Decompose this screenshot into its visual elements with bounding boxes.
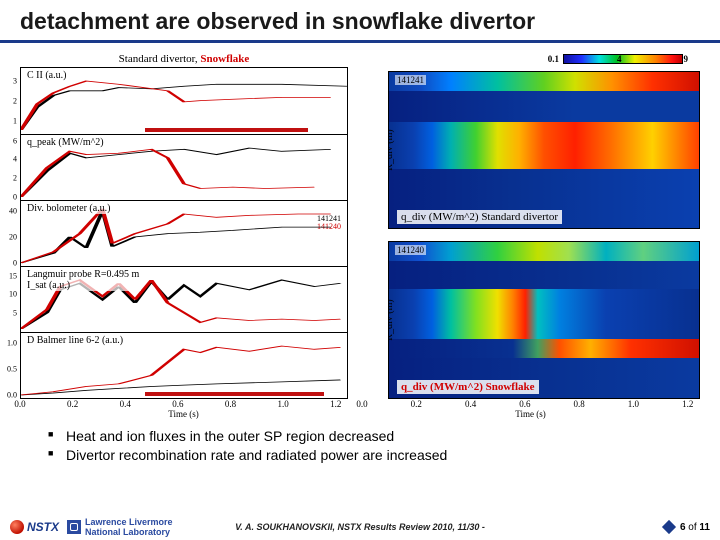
llnl-square-icon xyxy=(67,520,81,534)
cb-tick-0: 0.1 xyxy=(548,54,559,64)
cb-tick-2: 9 xyxy=(684,54,689,64)
heatmap-x-axis: 0.00.20.40.60.81.01.2 Time (s) xyxy=(362,399,700,421)
page-total: 11 xyxy=(699,522,710,533)
footer: NSTX Lawrence Livermore National Laborat… xyxy=(0,514,720,540)
bullet-item: Heat and ion fluxes in the outer SP regi… xyxy=(48,427,672,446)
subplot-0: 123C II (a.u.) xyxy=(21,67,348,133)
heatmaps-panel: 0.1 4 9 0.30.40.50.6R_div (m)141241q_div… xyxy=(362,51,700,421)
subplot-4: 0.00.51.0D Balmer line 6-2 (a.u.) xyxy=(21,332,348,399)
charts-region: Standard divertor, Snowflake 123C II (a.… xyxy=(0,51,720,421)
subplot-stack: 123C II (a.u.) 0246q_peak (MW/m^2) 02040… xyxy=(20,67,348,399)
footer-pager: 6 of 11 xyxy=(664,522,710,533)
subplot-3: 51015Langmuir probe R=0.495 mI_sat (a.u.… xyxy=(21,266,348,332)
llnl-line2: National Laboratory xyxy=(85,527,173,537)
nstx-text: NSTX xyxy=(27,520,59,534)
timeseries-panel: Standard divertor, Snowflake 123C II (a.… xyxy=(20,51,348,421)
heatmap-0: 0.30.40.50.6R_div (m)141241q_div (MW/m^2… xyxy=(388,71,700,229)
llnl-logo: Lawrence Livermore National Laboratory xyxy=(67,517,173,537)
colorbar-row: 0.1 4 9 xyxy=(362,51,700,67)
bullet-item: Divertor recombination rate and radiated… xyxy=(48,446,672,465)
legend-snowflake: Snowflake xyxy=(200,53,249,65)
page-current: 6 xyxy=(680,522,686,533)
cb-tick-1: 4 xyxy=(617,54,622,64)
pager-diamond-icon xyxy=(662,520,676,534)
colorbar xyxy=(563,54,683,64)
subplot-2: 02040Div. bolometer (a.u.)141241141240 xyxy=(21,200,348,266)
nstx-logo: NSTX xyxy=(10,520,59,534)
x-axis: 0.00.20.40.60.81.01.2 Time (s) xyxy=(20,399,348,421)
legend-top: Standard divertor, Snowflake xyxy=(20,51,348,67)
heatmap-1: 0.30.40.50.6R_div (m)141240q_div (MW/m^2… xyxy=(388,241,700,399)
heatmap-x-axis-label: Time (s) xyxy=(515,409,545,419)
page-sep: of xyxy=(688,522,696,533)
legend-standard: Standard divertor, xyxy=(119,53,198,65)
x-axis-label: Time (s) xyxy=(168,409,198,419)
footer-center: V. A. SOUKHANOVSKII, NSTX Results Review… xyxy=(235,522,485,532)
nstx-ball-icon xyxy=(10,520,24,534)
llnl-line1: Lawrence Livermore xyxy=(85,517,173,527)
bullet-list: Heat and ion fluxes in the outer SP regi… xyxy=(0,421,720,465)
slide-title: detachment are observed in snowflake div… xyxy=(0,0,720,40)
title-rule xyxy=(0,40,720,43)
subplot-1: 0246q_peak (MW/m^2) xyxy=(21,134,348,200)
